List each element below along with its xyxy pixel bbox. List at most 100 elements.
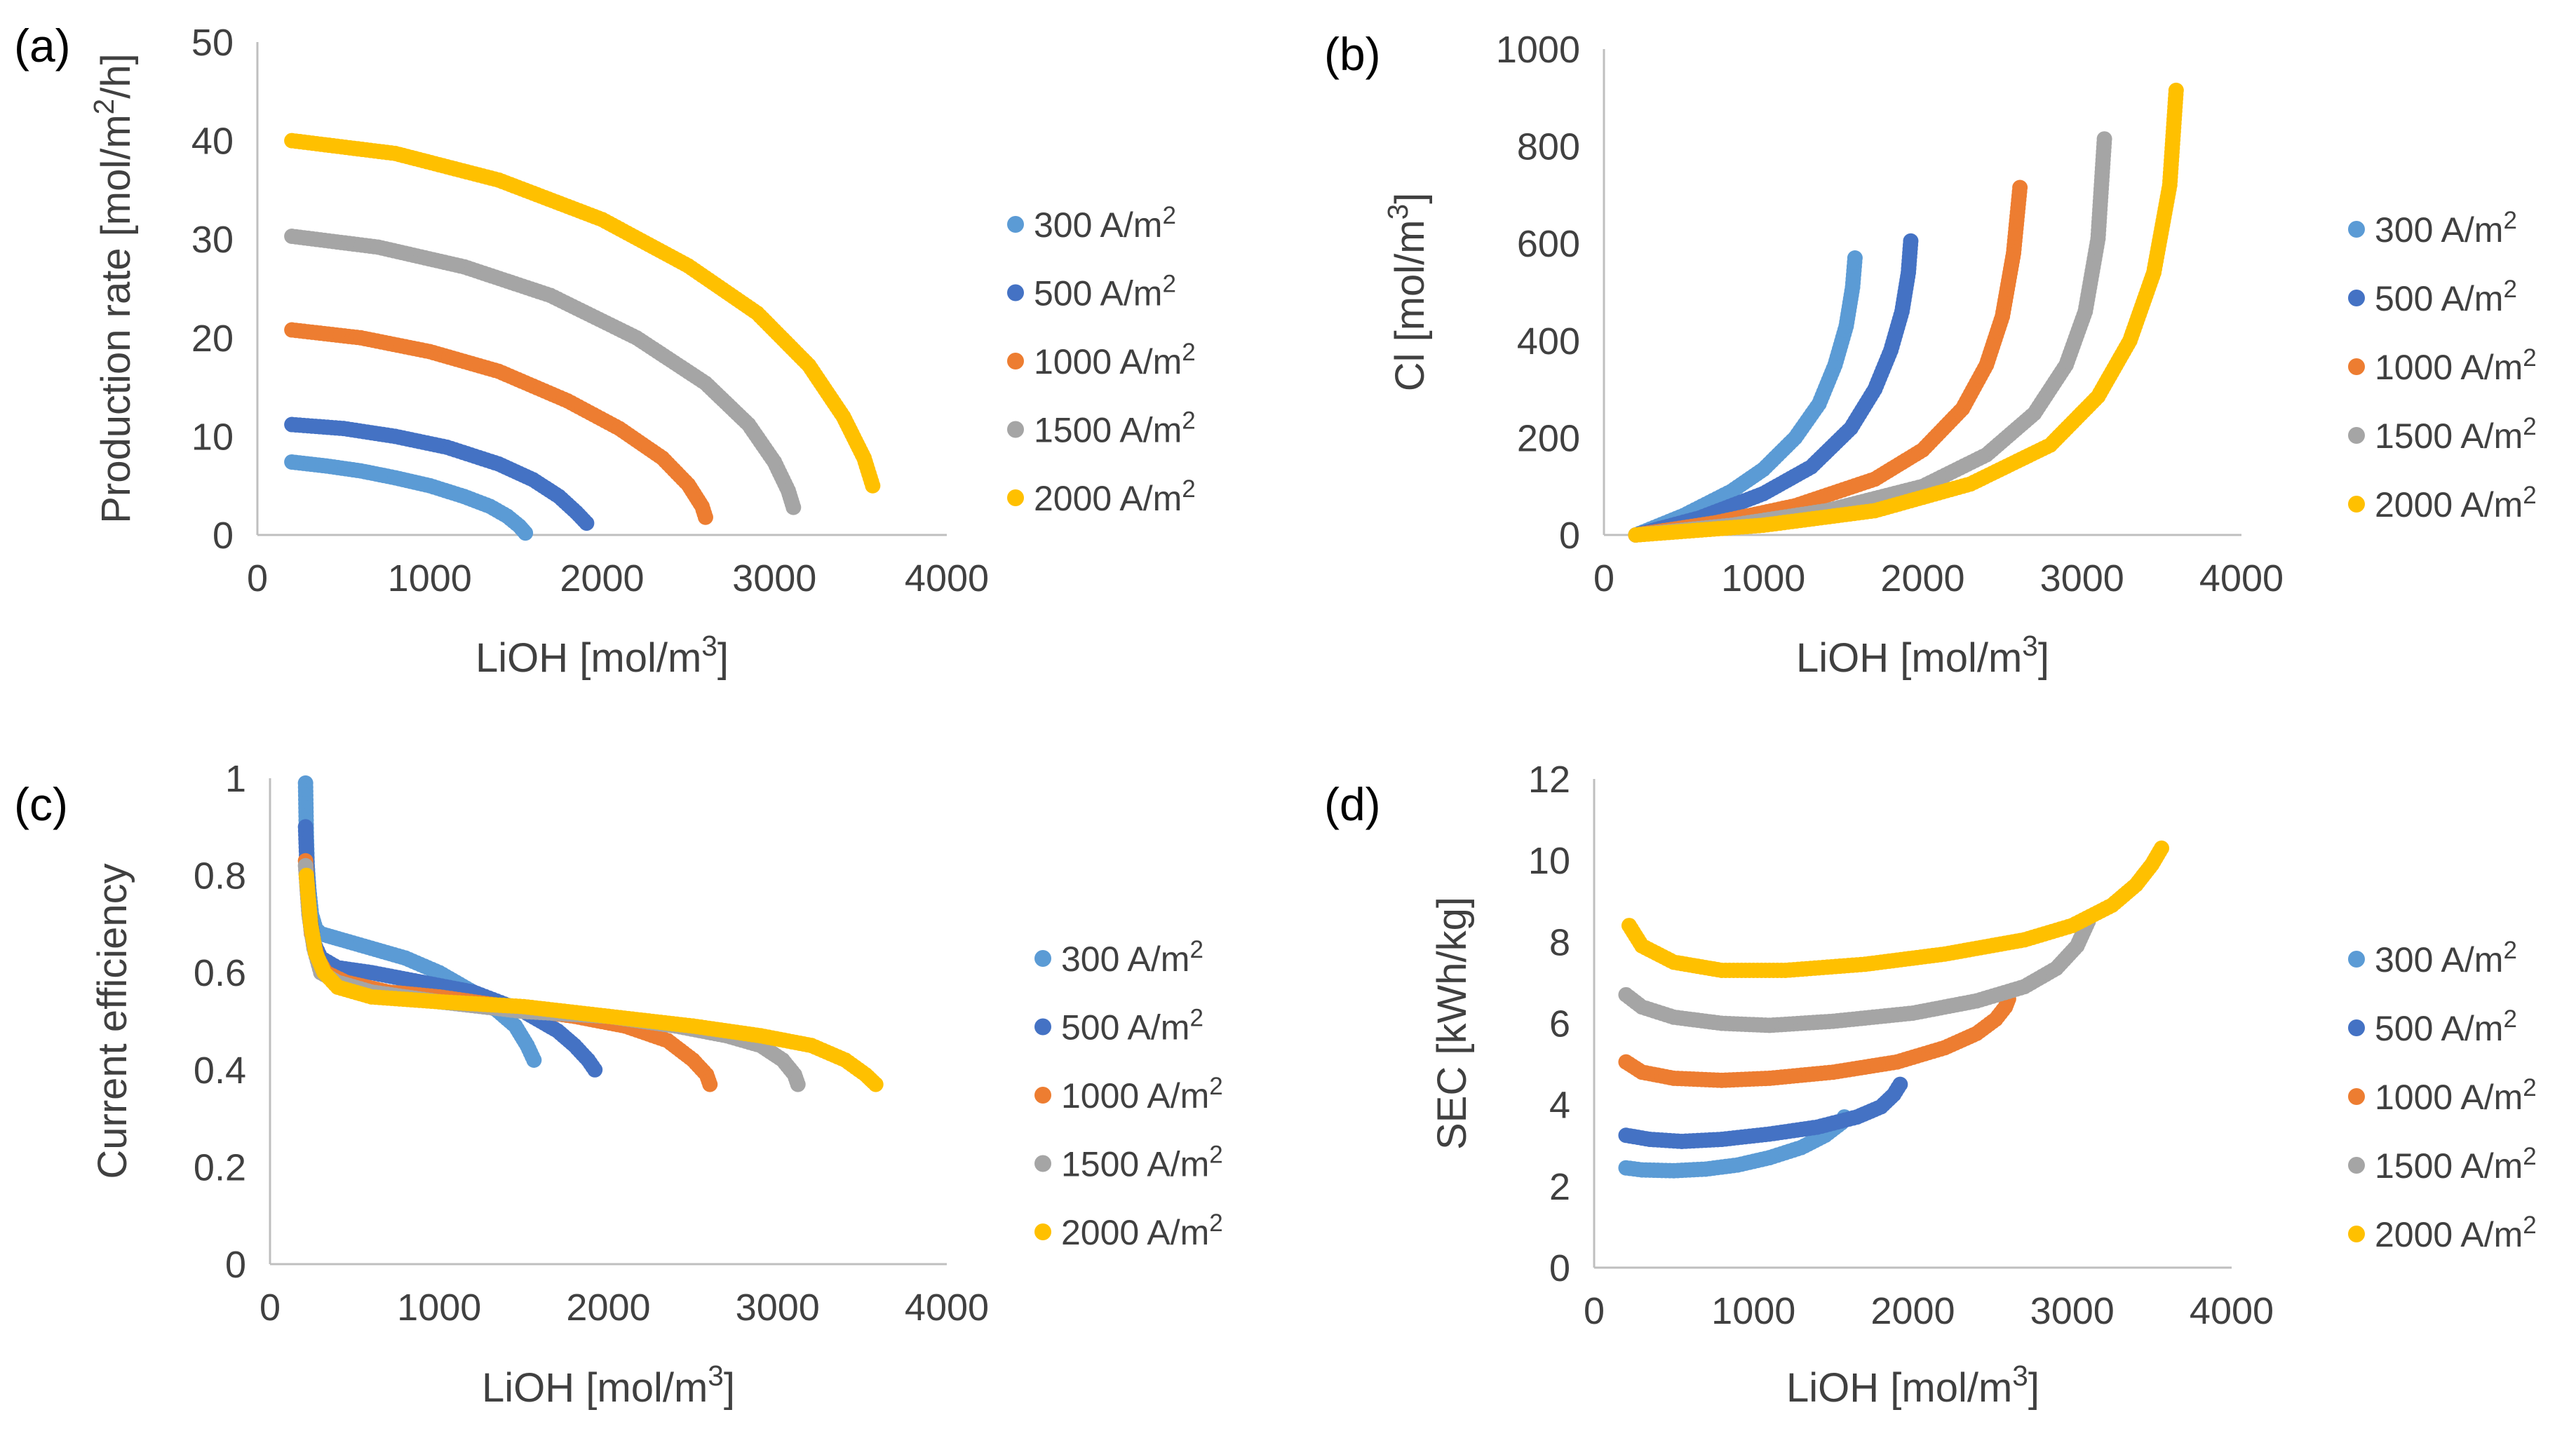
- scatter-point: [2168, 82, 2184, 98]
- scatter-point: [868, 1076, 884, 1092]
- y-tick-label: 1000: [1496, 29, 1580, 71]
- scatter-point: [2012, 179, 2028, 196]
- y-tick-label: 0.2: [194, 1146, 246, 1188]
- y-tick-label: 8: [1549, 921, 1570, 963]
- scatter-point: [702, 1076, 718, 1092]
- legend-label: 500 A/m2: [1034, 270, 1176, 313]
- scatter-point: [1903, 233, 1919, 249]
- y-tick-label: 0: [225, 1244, 246, 1286]
- legend-marker: [1034, 1155, 1051, 1172]
- panel-label: (a): [14, 20, 71, 72]
- legend-marker: [2348, 1088, 2365, 1105]
- legend-label: 300 A/m2: [2375, 937, 2517, 980]
- y-tick-label: 10: [191, 416, 234, 458]
- legend-label: 2000 A/m2: [1061, 1209, 1223, 1253]
- x-tick-label: 3000: [2040, 557, 2124, 599]
- legend-label: 2000 A/m2: [2375, 482, 2537, 525]
- y-tick-label: 0: [213, 515, 234, 557]
- legend-label: 500 A/m2: [2375, 1005, 2517, 1049]
- x-axis-title: LiOH [mol/m3]: [1796, 630, 2049, 681]
- y-tick-label: 40: [191, 121, 234, 163]
- x-tick-label: 2000: [566, 1287, 650, 1329]
- scatter-point: [697, 509, 713, 525]
- legend-label: 300 A/m2: [1061, 936, 1203, 979]
- y-tick-label: 12: [1528, 759, 1570, 801]
- y-tick-label: 6: [1549, 1003, 1570, 1045]
- y-tick-label: 4: [1549, 1085, 1570, 1127]
- x-tick-label: 1000: [1711, 1290, 1795, 1332]
- x-tick-label: 2000: [1880, 557, 1964, 599]
- y-tick-label: 0: [1559, 515, 1580, 557]
- panel-a: (a) 0 1000 2000 3000 4000 0 10 20 30 40 50 LiOH [mol…: [14, 20, 1196, 681]
- scatter-point: [2096, 131, 2112, 147]
- legend-marker: [2348, 951, 2365, 968]
- y-tick-label: 1: [225, 758, 246, 800]
- series-0: [284, 454, 534, 541]
- legend-marker: [2348, 427, 2365, 444]
- panel-label: (c): [14, 778, 68, 830]
- legend-marker: [2348, 1157, 2365, 1174]
- legend-label: 1500 A/m2: [1034, 407, 1196, 450]
- x-axis-title: LiOH [mol/m3]: [476, 630, 729, 681]
- legend-marker: [2348, 290, 2365, 306]
- x-tick-label: 0: [247, 557, 268, 599]
- panel-d: (d) 0 1000 2000 3000 4000 0 2 4 6 8 10 12 LiOH [mol/m…: [1324, 759, 2537, 1411]
- legend-label: 1500 A/m2: [1061, 1141, 1223, 1184]
- x-tick-label: 0: [1593, 557, 1614, 599]
- y-tick-label: 0.8: [194, 855, 246, 897]
- panel-label: (d): [1324, 778, 1381, 830]
- scatter-point: [579, 515, 595, 531]
- series-4: [284, 133, 881, 494]
- y-tick-label: 400: [1517, 320, 1580, 362]
- x-tick-label: 3000: [2030, 1290, 2115, 1332]
- x-tick-label: 4000: [2190, 1290, 2274, 1332]
- legend-label: 500 A/m2: [1061, 1004, 1203, 1047]
- legend-marker: [2348, 221, 2365, 238]
- legend-label: 2000 A/m2: [2375, 1212, 2537, 1255]
- legend-marker: [1034, 1087, 1051, 1104]
- x-tick-label: 4000: [905, 1287, 989, 1329]
- y-axis-title: Cl [mol/m3]: [1382, 193, 1433, 392]
- x-axis-title: LiOH [mol/m3]: [482, 1359, 735, 1411]
- y-tick-label: 30: [191, 219, 234, 261]
- y-tick-label: 0.6: [194, 952, 246, 994]
- x-tick-label: 0: [1584, 1290, 1605, 1332]
- series-4: [298, 867, 884, 1092]
- series-1: [284, 416, 595, 531]
- series-2: [284, 322, 713, 525]
- legend-marker: [1007, 353, 1024, 369]
- series-2: [1618, 991, 2016, 1088]
- y-tick-label: 2: [1549, 1166, 1570, 1208]
- y-tick-label: 20: [191, 318, 234, 360]
- scatter-point: [2154, 840, 2170, 856]
- x-tick-label: 4000: [2199, 557, 2284, 599]
- legend-label: 1500 A/m2: [2375, 413, 2537, 456]
- legend-marker: [1007, 489, 1024, 506]
- x-tick-label: 2000: [1870, 1290, 1955, 1332]
- series-3: [284, 228, 802, 515]
- legend-marker: [2348, 1226, 2365, 1242]
- legend-label: 300 A/m2: [2375, 207, 2517, 250]
- legend-marker: [2348, 496, 2365, 513]
- legend-label: 1000 A/m2: [1034, 339, 1196, 382]
- legend-label: 1000 A/m2: [2375, 344, 2537, 388]
- x-axis-title: LiOH [mol/m3]: [1786, 1359, 2039, 1411]
- x-tick-label: 3000: [736, 1287, 820, 1329]
- series-1: [1618, 1076, 1908, 1149]
- scatter-point: [790, 1076, 806, 1092]
- series-0: [297, 775, 542, 1068]
- legend-marker: [1034, 950, 1051, 967]
- legend-marker: [1034, 1223, 1051, 1240]
- x-tick-label: 4000: [905, 557, 989, 599]
- scatter-point: [526, 1052, 542, 1068]
- legend-marker: [1007, 421, 1024, 438]
- legend-label: 2000 A/m2: [1034, 475, 1196, 519]
- legend-label: 1500 A/m2: [2375, 1143, 2537, 1186]
- panel-b: (b) 0 1000 2000 3000 4000 0 200 400 600 800 1000 LiO…: [1324, 28, 2537, 681]
- legend-marker: [1034, 1018, 1051, 1036]
- y-axis-title: Current efficiency: [90, 863, 135, 1179]
- scatter-point: [865, 477, 881, 494]
- x-tick-label: 2000: [560, 557, 644, 599]
- scatter-point: [518, 525, 534, 541]
